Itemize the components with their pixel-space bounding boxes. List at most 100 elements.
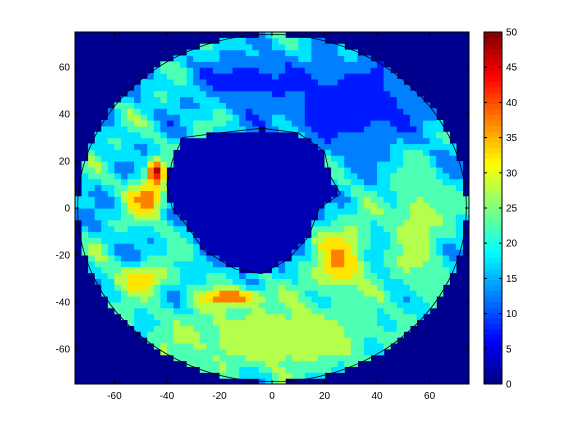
heatmap-cell — [199, 102, 207, 109]
heatmap-cell — [370, 219, 378, 227]
heatmap-cell — [429, 243, 437, 250]
heatmap-cell — [173, 354, 181, 362]
heatmap-cell — [193, 231, 201, 238]
heatmap-cell — [311, 354, 319, 362]
heatmap-cell — [409, 284, 418, 291]
heatmap-cell — [317, 155, 326, 162]
heatmap-cell — [81, 225, 89, 233]
heatmap-cell — [265, 278, 273, 285]
heatmap-cell — [324, 196, 332, 203]
colorbar-segment — [484, 131, 502, 137]
heatmap-cell — [396, 296, 404, 303]
heatmap-cell — [199, 149, 207, 156]
heatmap-cell — [383, 202, 391, 209]
heatmap-cell — [416, 260, 424, 268]
heatmap-cell — [350, 313, 358, 321]
heatmap-cell — [278, 278, 286, 285]
heatmap-cell — [206, 260, 214, 268]
heatmap-cell — [337, 125, 345, 133]
heatmap-cell — [285, 354, 293, 362]
heatmap-cell — [199, 290, 207, 297]
heatmap-cell — [153, 125, 161, 133]
heatmap-cell — [383, 266, 391, 274]
heatmap-cell — [258, 131, 267, 139]
heatmap-cell — [245, 331, 253, 338]
heatmap-cell — [134, 137, 142, 145]
heatmap-cell — [107, 196, 115, 203]
heatmap-cell — [245, 102, 253, 109]
heatmap-cell — [252, 249, 260, 256]
heatmap-cell — [212, 90, 221, 98]
heatmap-cell — [193, 125, 201, 133]
heatmap-cell — [206, 237, 214, 244]
heatmap-cell — [239, 125, 247, 133]
heatmap-cell — [140, 102, 148, 109]
heatmap-cell — [317, 90, 326, 98]
heatmap-cell — [337, 190, 345, 197]
heatmap-cell — [278, 73, 286, 80]
heatmap-cell — [423, 213, 431, 221]
heatmap-cell — [324, 61, 332, 68]
heatmap-cell — [153, 337, 161, 344]
heatmap-cell — [160, 143, 168, 150]
heatmap-cell — [423, 301, 431, 309]
heatmap-cell — [311, 143, 319, 150]
heatmap-cell — [212, 143, 221, 150]
heatmap-cell — [383, 96, 391, 103]
heatmap-cell — [291, 131, 299, 139]
heatmap-cell — [180, 254, 188, 262]
heatmap-cell — [363, 84, 372, 92]
heatmap-cell — [350, 108, 358, 115]
heatmap-cell — [396, 172, 404, 180]
heatmap-cell — [409, 219, 418, 227]
heatmap-cell — [180, 231, 188, 238]
heatmap-cell — [344, 331, 352, 338]
heatmap-cell — [403, 166, 411, 174]
heatmap-cell — [265, 272, 273, 279]
heatmap-cell — [324, 307, 332, 315]
heatmap-cell — [226, 219, 234, 227]
heatmap-cell — [147, 243, 155, 250]
heatmap-cell — [317, 296, 326, 303]
heatmap-cell — [350, 278, 358, 285]
heatmap-cell — [285, 125, 293, 133]
heatmap-cell — [278, 114, 286, 121]
heatmap-cell — [147, 290, 155, 297]
heatmap-cell — [147, 161, 155, 168]
heatmap-cell — [383, 102, 391, 109]
colorbar-tick-label: 20 — [506, 239, 518, 250]
heatmap-cell — [363, 301, 372, 309]
heatmap-cell — [265, 78, 273, 86]
heatmap-cell — [120, 202, 129, 209]
heatmap-cell — [436, 213, 444, 221]
heatmap-cell — [81, 190, 89, 197]
heatmap-cell — [291, 161, 299, 168]
heatmap-cell — [193, 331, 201, 338]
heatmap-cell — [390, 120, 398, 127]
heatmap-cell — [173, 307, 181, 315]
heatmap-cell — [272, 49, 280, 57]
heatmap-cell — [245, 266, 253, 274]
heatmap-cell — [396, 102, 404, 109]
heatmap-cell — [252, 290, 260, 297]
heatmap-cell — [258, 96, 267, 103]
heatmap-cell — [160, 149, 168, 156]
heatmap-cell — [166, 225, 175, 233]
heatmap-cell — [383, 307, 391, 315]
heatmap-cell — [357, 55, 365, 62]
heatmap-cell — [206, 208, 214, 215]
heatmap-cell — [344, 178, 352, 186]
y-tick-label: -60 — [56, 344, 71, 355]
heatmap-cell — [331, 102, 339, 109]
heatmap-cell — [337, 108, 345, 115]
heatmap-cell — [285, 278, 293, 285]
heatmap-cell — [337, 319, 345, 326]
heatmap-cell — [298, 108, 306, 115]
heatmap-cell — [324, 161, 332, 168]
heatmap-cell — [337, 43, 345, 51]
heatmap-cell — [212, 61, 221, 68]
heatmap-cell — [449, 219, 457, 227]
heatmap-cell — [357, 190, 365, 197]
heatmap-cell — [245, 348, 253, 356]
heatmap-cell — [377, 301, 385, 309]
